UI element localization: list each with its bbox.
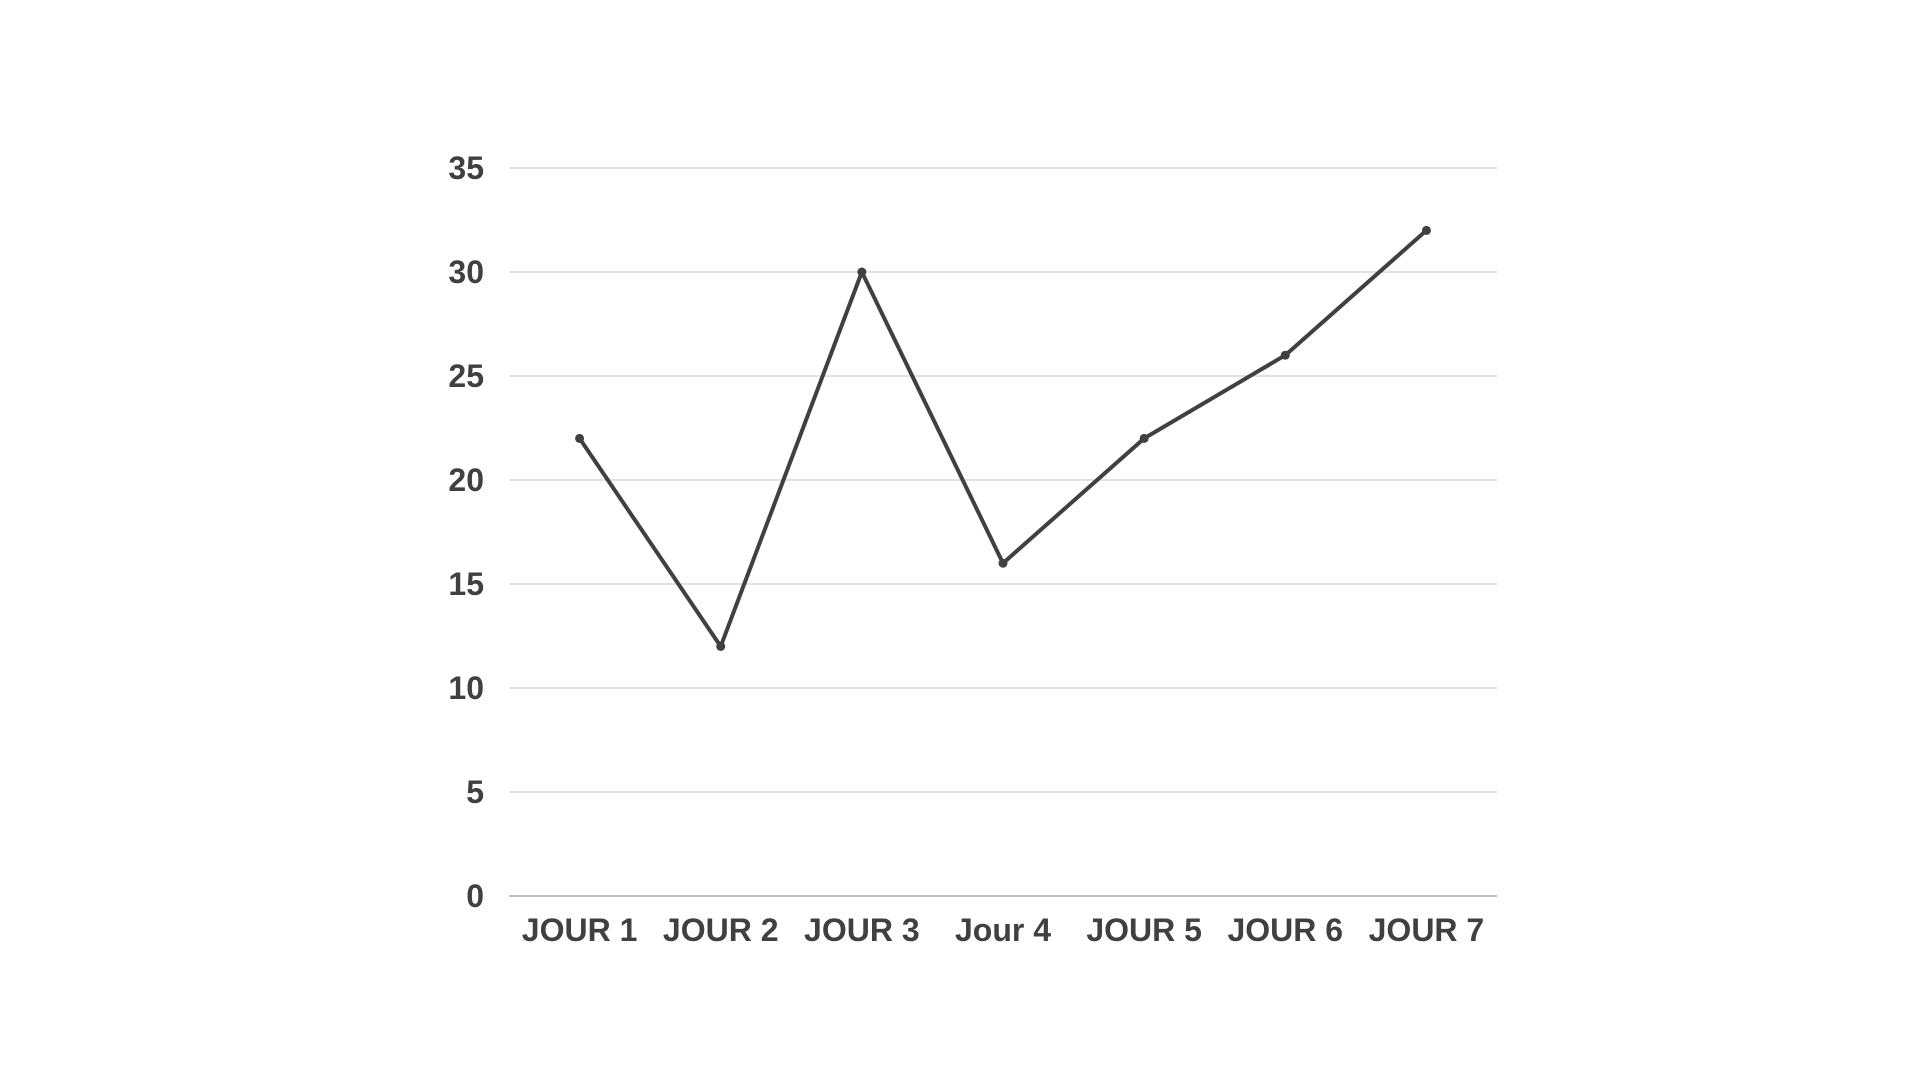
y-tick-label: 30	[448, 254, 484, 290]
x-tick-label: JOUR 7	[1369, 912, 1485, 948]
y-tick-label: 20	[448, 462, 484, 498]
data-point	[998, 558, 1008, 568]
x-tick-label: JOUR 1	[522, 912, 638, 948]
data-point	[1280, 350, 1290, 360]
data-point	[857, 267, 867, 277]
y-tick-label: 10	[448, 670, 484, 706]
y-tick-label: 15	[448, 566, 484, 602]
x-tick-label: JOUR 5	[1086, 912, 1202, 948]
x-tick-label: JOUR 3	[804, 912, 920, 948]
x-tick-label: Jour 4	[955, 912, 1051, 948]
y-tick-label: 5	[466, 774, 484, 810]
data-point	[1139, 433, 1149, 443]
data-point	[575, 433, 585, 443]
data-point	[1421, 225, 1431, 235]
y-tick-label: 35	[448, 150, 484, 186]
x-tick-label: JOUR 2	[663, 912, 779, 948]
data-series	[575, 225, 1431, 651]
y-tick-label: 25	[448, 358, 484, 394]
data-point	[716, 641, 726, 651]
gridlines	[509, 167, 1497, 793]
x-tick-label: JOUR 6	[1227, 912, 1343, 948]
y-axis-tick-labels: 0 5 10 15 20 25 30 35	[448, 150, 484, 914]
x-axis-tick-labels: JOUR 1 JOUR 2 JOUR 3 Jour 4 JOUR 5 JOUR 6 JOUR…	[522, 912, 1484, 948]
y-tick-label: 0	[466, 878, 484, 914]
